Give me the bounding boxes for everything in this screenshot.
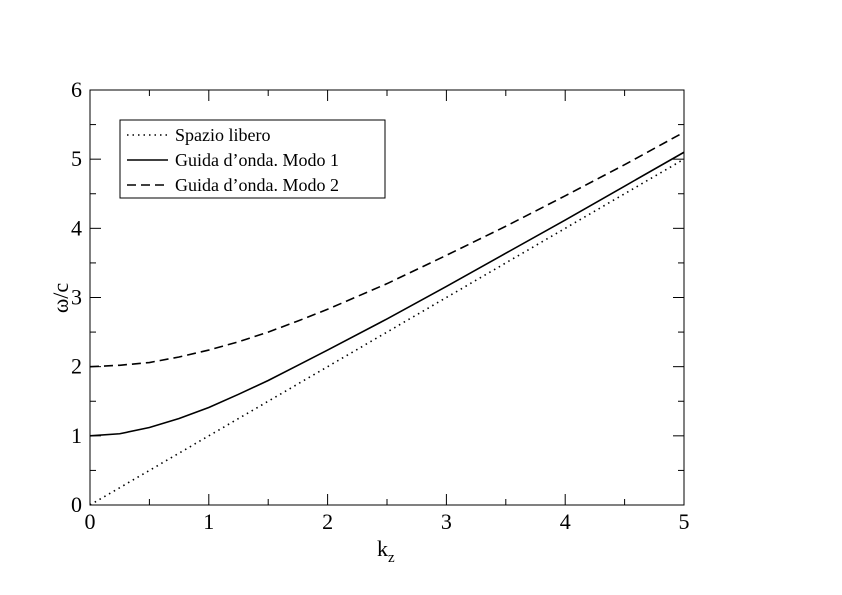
y-axis-label: ω/c <box>48 283 73 314</box>
x-tick-label: 5 <box>679 509 690 534</box>
series-line-2 <box>89 151 685 437</box>
y-tick-label: 0 <box>71 492 82 517</box>
x-axis-label-main: k <box>377 536 388 561</box>
x-axis-label-sub: z <box>388 550 395 566</box>
series-line-1 <box>89 158 685 506</box>
series-line-3 <box>89 131 685 368</box>
y-tick-label: 3 <box>71 285 82 310</box>
x-tick-label: 1 <box>203 509 214 534</box>
x-tick-label: 4 <box>560 509 571 534</box>
y-tick-label: 2 <box>71 354 82 379</box>
x-tick-label: 0 <box>85 509 96 534</box>
tick-labels: 0 1 2 3 4 5 0 1 2 3 4 5 6 <box>71 77 690 534</box>
x-tick-label: 2 <box>322 509 333 534</box>
y-tick-label: 1 <box>71 423 82 448</box>
x-axis-label: kz <box>377 536 395 566</box>
plot-lines <box>89 131 685 506</box>
x-tick-label: 3 <box>441 509 452 534</box>
legend-label-2: Guida d’onda. Modo 1 <box>175 150 339 170</box>
y-tick-label: 5 <box>71 146 82 171</box>
legend-label-1: Spazio libero <box>175 125 270 145</box>
legend-box <box>119 119 386 199</box>
legend-label-3: Guida d’onda. Modo 2 <box>175 175 339 195</box>
legend: Spazio libero Guida d’onda. Modo 1 Guida d… <box>119 119 386 199</box>
y-tick-label: 4 <box>71 215 82 240</box>
axis-ticks <box>89 89 685 506</box>
y-tick-label: 6 <box>71 77 82 102</box>
